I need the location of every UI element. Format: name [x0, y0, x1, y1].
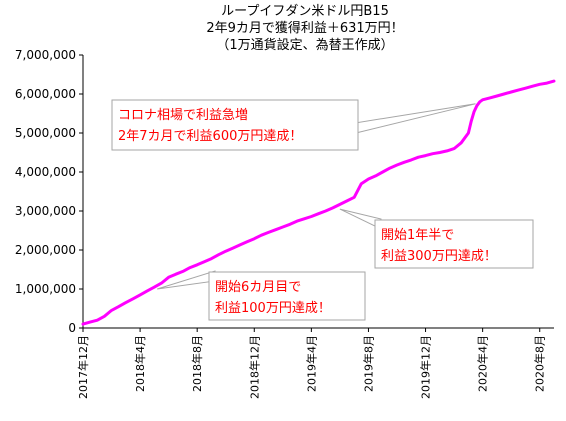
annotation-text: 開始1年半で — [381, 228, 454, 243]
y-tick-label: 2,000,000 — [15, 243, 76, 257]
annotation-text: コロナ相場で利益急増 — [118, 108, 248, 123]
x-tick-label: 2020年8月 — [533, 335, 547, 392]
x-axis-ticks: 2017年12月 2018年4月 2018年8月 2018年12月 2019年4月 201… — [76, 328, 547, 399]
y-tick-label: 0 — [68, 321, 76, 335]
x-tick-label: 2018年4月 — [133, 335, 147, 392]
annotation-text: 2年7カ月で利益600万円達成！ — [118, 129, 302, 144]
annotation-callouts: コロナ相場で利益急増 2年7カ月で利益600万円達成！ 開始1年半で利益300万円達… — [111, 99, 534, 321]
y-tick-label: 7,000,000 — [15, 48, 76, 62]
annotation-text: 利益100万円達成！ — [215, 301, 331, 316]
x-tick-label: 2018年8月 — [190, 335, 204, 392]
y-tick-label: 5,000,000 — [15, 126, 76, 140]
annotation-box — [208, 271, 366, 321]
axes — [82, 55, 554, 329]
title-line-1: ループイフダン米ドル円B15 — [221, 4, 389, 19]
annotation-text: 利益300万円達成！ — [381, 249, 497, 264]
y-tick-label: 6,000,000 — [15, 87, 76, 101]
annotation-box — [374, 219, 534, 269]
annotation-pointer — [357, 103, 476, 134]
series-line — [81, 79, 556, 326]
annotation-box — [111, 99, 359, 151]
annotation-callout: コロナ相場で利益急増 2年7カ月で利益600万円達成！ — [111, 99, 476, 151]
y-axis-ticks: 0 1,000,000 2,000,000 3,000,000 4,000,000 5,0… — [15, 48, 83, 335]
y-tick-label: 1,000,000 — [15, 282, 76, 296]
x-tick-label: 2017年12月 — [76, 335, 90, 399]
x-tick-label: 2020年4月 — [476, 335, 490, 392]
annotation-text: 開始6カ月目で — [215, 280, 301, 295]
series-group — [81, 79, 556, 326]
title-line-3: （1万通貨設定、為替王作成） — [216, 37, 393, 53]
chart-title: ループイフダン米ドル円B15 2年9カ月で獲得利益＋631万円！ （1万通貨設定… — [206, 4, 403, 53]
y-tick-label: 3,000,000 — [15, 204, 76, 218]
y-tick-label: 4,000,000 — [15, 165, 76, 179]
x-tick-label: 2018年12月 — [247, 335, 261, 399]
x-tick-label: 2019年12月 — [419, 335, 433, 399]
title-line-2: 2年9カ月で獲得利益＋631万円！ — [206, 20, 403, 36]
x-tick-label: 2019年8月 — [361, 335, 375, 392]
x-tick-label: 2019年4月 — [304, 335, 318, 392]
